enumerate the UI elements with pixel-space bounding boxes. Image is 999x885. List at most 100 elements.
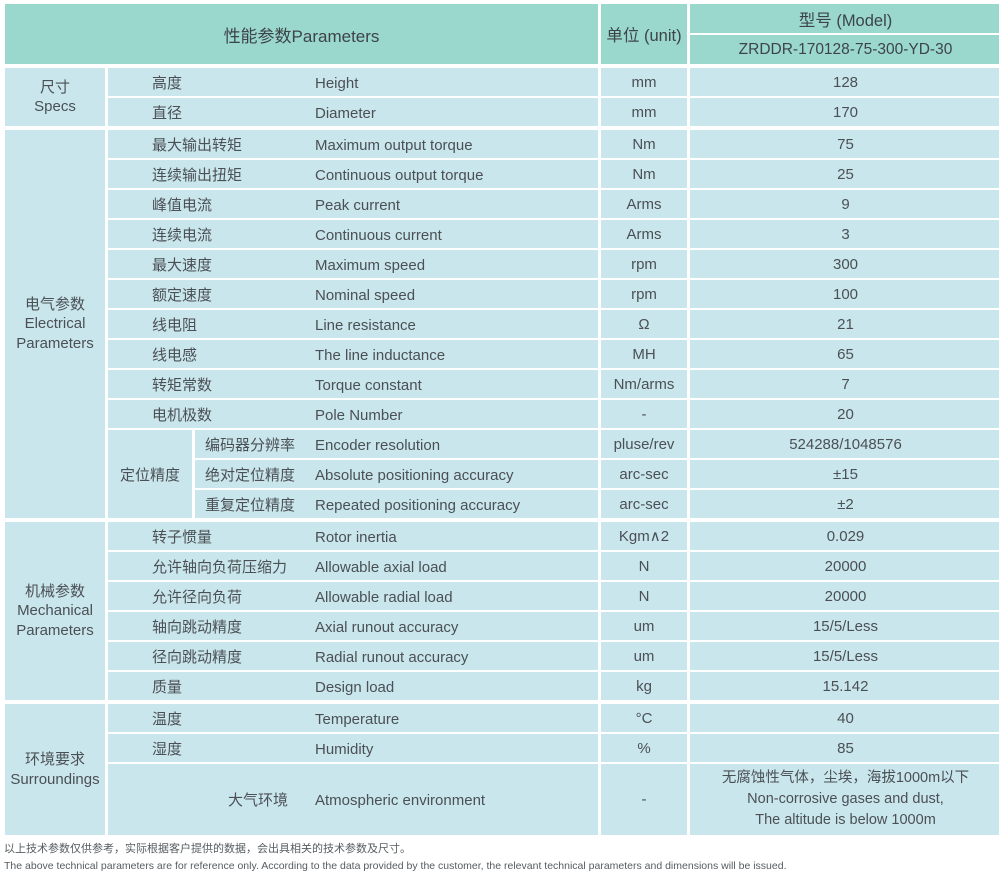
param-name-en: Torque constant [315,377,422,394]
param-name-en: Line resistance [315,317,416,334]
value-cell: 170 [689,97,999,128]
param-name-en: Continuous current [315,227,442,244]
unit-cell: MH [600,339,689,369]
param-name-en: Absolute positioning accuracy [315,467,513,484]
group-label-en: Electrical Parameters [16,315,94,352]
param-name-en: Atmospheric environment [315,792,485,809]
param-name-en: Maximum output torque [315,137,473,154]
unit-cell: - [600,399,689,429]
value-cell: 25 [689,159,999,189]
value-cell: ±15 [689,459,999,489]
param-name-cn: 编码器分辨率 [195,434,315,455]
section-group-surroundings: 环境要求 Surroundings [4,702,107,836]
value-cell: 15/5/Less [689,611,999,641]
unit-cell: arc-sec [600,489,689,520]
unit-cell: um [600,611,689,641]
unit-cell: Nm [600,128,689,159]
unit-cell: Arms [600,219,689,249]
group-label-cn: 环境要求 [7,750,103,770]
section-group-specs: 尺寸 Specs [4,66,107,128]
param-name-cn: 峰值电流 [108,194,315,215]
group-label-en: Surroundings [10,771,99,788]
param-name-cn: 线电感 [108,344,315,365]
value-cell: 128 [689,66,999,97]
param-name-en: Encoder resolution [315,437,440,454]
value-cell: 20000 [689,581,999,611]
param-name-en: Design load [315,679,394,696]
param-name-cn: 大气环境 [108,789,315,810]
param-name-cn: 最大输出转矩 [108,134,315,155]
param-name-en: Pole Number [315,407,403,424]
model-number: ZRDDR-170128-75-300-YD-30 [689,34,999,66]
value-cell: ±2 [689,489,999,520]
unit-cell: °C [600,702,689,733]
value-cell: 9 [689,189,999,219]
param-name-cn: 高度 [108,72,315,93]
param-name-cn: 径向跳动精度 [108,646,315,667]
model-header: 型号 (Model) [689,3,999,34]
group-label-en: Mechanical Parameters [16,602,94,639]
param-name-cn: 质量 [108,676,315,697]
param-name-cn: 电机极数 [108,404,315,425]
spec-table: 性能参数Parameters 单位 (unit) 型号 (Model) ZRDD… [2,2,999,837]
value-cell: 524288/1048576 [689,429,999,459]
unit-cell: um [600,641,689,671]
unit-cell: rpm [600,249,689,279]
unit-cell: Nm/arms [600,369,689,399]
param-name-en: Nominal speed [315,287,415,304]
value-cell: 65 [689,339,999,369]
param-name-en: Repeated positioning accuracy [315,497,520,514]
value-cell: 15.142 [689,671,999,702]
unit-cell: Nm [600,159,689,189]
value-cell: 75 [689,128,999,159]
param-name-en: Allowable axial load [315,559,447,576]
value-cell: 7 [689,369,999,399]
param-name-en: Rotor inertia [315,529,397,546]
unit-header: 单位 (unit) [600,3,689,66]
unit-cell: % [600,733,689,763]
param-name-cn: 温度 [108,708,315,729]
param-name-en: Diameter [315,105,376,122]
atmosphere-value-line: Non-corrosive gases and dust, [690,789,999,810]
unit-cell: Kgm∧2 [600,520,689,551]
param-name-cn: 湿度 [108,738,315,759]
parameters-header: 性能参数Parameters [4,3,600,66]
value-cell: 21 [689,309,999,339]
value-cell: 100 [689,279,999,309]
unit-cell: mm [600,97,689,128]
footnote-en: The above technical parameters are for r… [4,858,999,874]
unit-cell: kg [600,671,689,702]
param-name-en: Allowable radial load [315,589,453,606]
value-cell: 无腐蚀性气体，尘埃，海拔1000m以下 Non-corrosive gases … [689,763,999,836]
param-name-en: Humidity [315,741,373,758]
